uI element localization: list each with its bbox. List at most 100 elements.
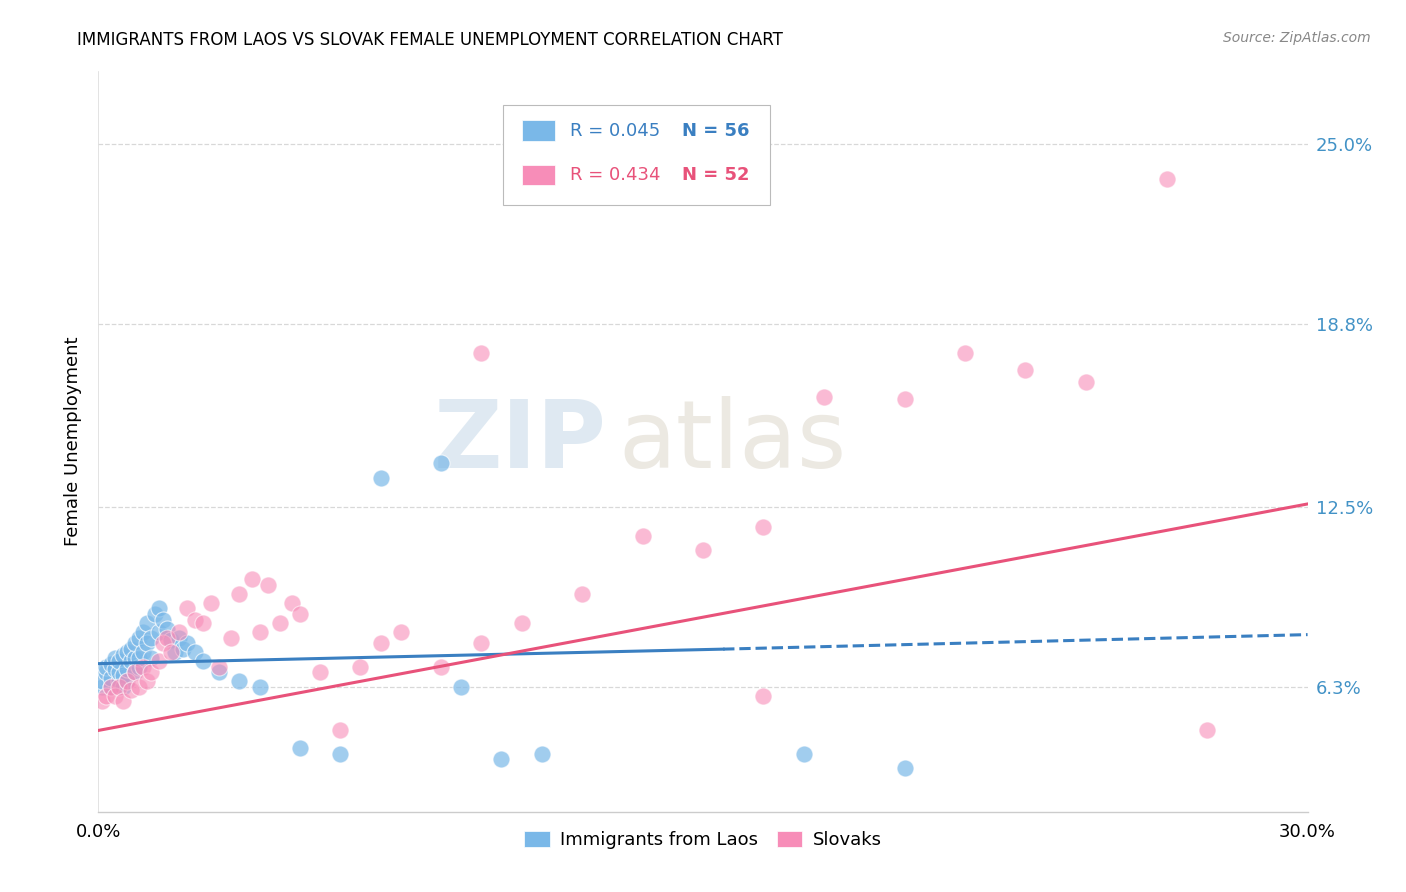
Point (1156, 171, 1178, 186)
Point (349, 659, 371, 673)
Point (167, 631, 190, 645)
Point (111, 680, 134, 694)
Point (115, 674, 138, 689)
Point (288, 740, 311, 755)
Point (893, 392, 915, 407)
Point (100, 671, 122, 685)
Point (176, 601, 198, 615)
Point (124, 665, 146, 680)
Point (120, 654, 142, 668)
Point (510, 615, 533, 630)
Point (1195, 723, 1218, 738)
Text: atlas: atlas (619, 395, 846, 488)
Point (103, 650, 125, 665)
Point (193, 654, 215, 668)
Point (100, 680, 122, 694)
Point (91, 680, 114, 694)
FancyBboxPatch shape (503, 104, 769, 204)
Point (1014, 363, 1036, 377)
Point (107, 654, 129, 668)
Y-axis label: Female Unemployment: Female Unemployment (63, 337, 82, 546)
Text: Source: ZipAtlas.com: Source: ZipAtlas.com (1223, 31, 1371, 45)
Point (152, 613, 174, 627)
Point (430, 659, 453, 673)
Point (631, 529, 654, 543)
Legend: Immigrants from Laos, Slovaks: Immigrants from Laos, Slovaks (517, 823, 889, 856)
Text: N = 56: N = 56 (682, 121, 749, 139)
Point (752, 689, 775, 703)
Point (91, 674, 114, 689)
Point (208, 665, 231, 680)
Point (139, 665, 162, 680)
Point (288, 607, 311, 622)
Point (132, 624, 155, 639)
Point (269, 615, 291, 630)
Point (370, 471, 392, 485)
Point (163, 645, 186, 659)
Point (148, 601, 170, 615)
Point (124, 650, 146, 665)
Point (103, 663, 125, 677)
Point (389, 624, 412, 639)
Point (370, 636, 392, 650)
Text: N = 52: N = 52 (682, 166, 749, 184)
Point (103, 689, 125, 703)
Point (200, 596, 222, 610)
Point (240, 573, 263, 587)
Point (953, 346, 976, 360)
Point (120, 682, 142, 697)
Point (530, 747, 553, 761)
Point (156, 631, 179, 645)
Point (249, 680, 271, 694)
Point (184, 613, 207, 627)
Text: R = 0.045: R = 0.045 (569, 121, 661, 139)
Point (128, 650, 150, 665)
Point (132, 645, 155, 659)
Point (152, 636, 174, 650)
Point (124, 636, 146, 650)
Point (128, 631, 150, 645)
Point (893, 761, 915, 775)
Text: IMMIGRANTS FROM LAOS VS SLOVAK FEMALE UNEMPLOYMENT CORRELATION CHART: IMMIGRANTS FROM LAOS VS SLOVAK FEMALE UN… (77, 31, 783, 49)
Point (115, 645, 138, 659)
Point (571, 587, 593, 601)
Point (107, 665, 129, 680)
Point (793, 747, 815, 761)
Point (228, 587, 250, 601)
Point (1074, 375, 1097, 389)
Point (115, 663, 138, 677)
Point (167, 624, 190, 639)
Point (172, 642, 194, 657)
FancyBboxPatch shape (522, 165, 555, 186)
Point (692, 543, 714, 558)
Point (128, 680, 150, 694)
Point (111, 668, 134, 682)
Point (470, 346, 492, 360)
Point (96, 689, 118, 703)
Point (96, 665, 118, 680)
Point (96, 659, 118, 673)
Text: ZIP: ZIP (433, 395, 606, 488)
Point (107, 674, 129, 689)
Point (430, 456, 453, 470)
Point (148, 624, 170, 639)
Point (281, 596, 304, 610)
Point (143, 607, 166, 622)
Point (128, 659, 150, 673)
Point (256, 578, 278, 592)
Point (115, 674, 138, 689)
Point (329, 747, 352, 761)
Point (221, 631, 243, 645)
Point (120, 642, 142, 657)
Point (111, 648, 134, 662)
FancyBboxPatch shape (522, 120, 555, 141)
Point (100, 680, 122, 694)
Point (228, 674, 250, 689)
Point (111, 694, 134, 708)
Point (813, 390, 835, 404)
Point (470, 636, 492, 650)
Point (309, 665, 332, 680)
Text: R = 0.434: R = 0.434 (569, 166, 661, 184)
Point (329, 723, 352, 738)
Point (208, 659, 231, 673)
